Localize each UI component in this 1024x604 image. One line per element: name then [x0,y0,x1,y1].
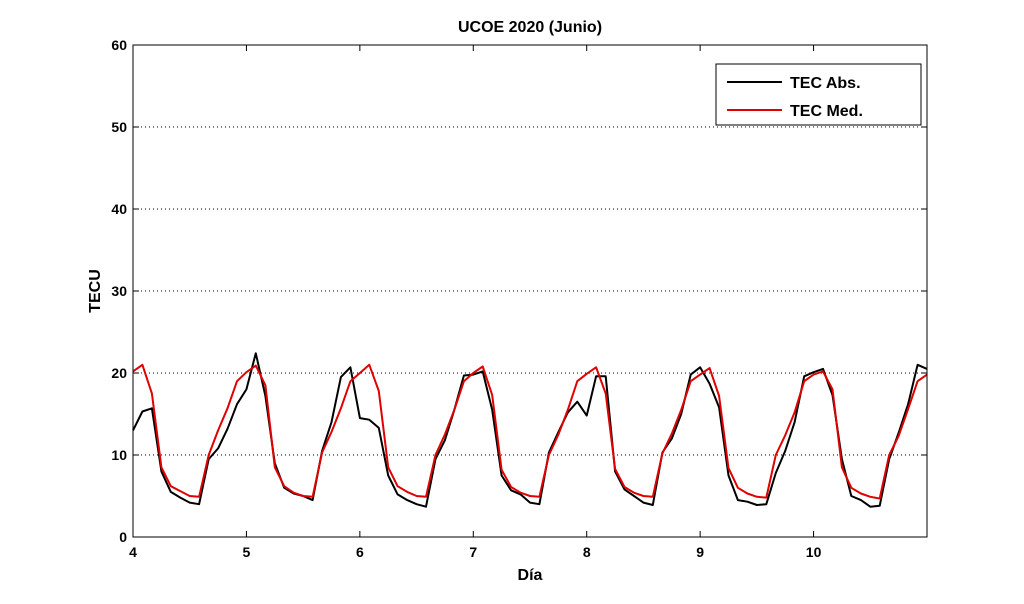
x-tick-label: 4 [129,544,137,560]
chart-title: UCOE 2020 (Junio) [458,19,602,36]
y-tick-label: 0 [119,529,127,545]
legend: TEC Abs. TEC Med. [715,63,922,126]
series-line-tec-abs [132,352,928,508]
y-tick-label: 10 [111,447,127,463]
series-layer [132,352,928,508]
y-tick-label: 60 [111,37,127,53]
series-line-tec-med [132,363,928,500]
y-tick-label: 30 [111,283,127,299]
x-tick-label: 5 [243,544,251,560]
grid-lines [133,126,927,456]
x-axis-label: Día [518,567,543,584]
y-tick-label: 40 [111,201,127,217]
y-tick-label: 50 [111,119,127,135]
y-tick-label: 20 [111,365,127,381]
legend-label-tec-med: TEC Med. [790,103,863,120]
x-tick-label: 9 [696,544,704,560]
legend-box [715,63,922,126]
y-axis-label: TECU [87,269,104,313]
x-tick-label: 10 [806,544,822,560]
x-tick-label: 8 [583,544,591,560]
legend-label-tec-abs: TEC Abs. [790,75,861,92]
x-tick-label: 6 [356,544,364,560]
axis-ticks: 0 10 20 30 40 50 60 4 5 6 7 8 9 10 [111,37,927,560]
x-tick-label: 7 [469,544,477,560]
